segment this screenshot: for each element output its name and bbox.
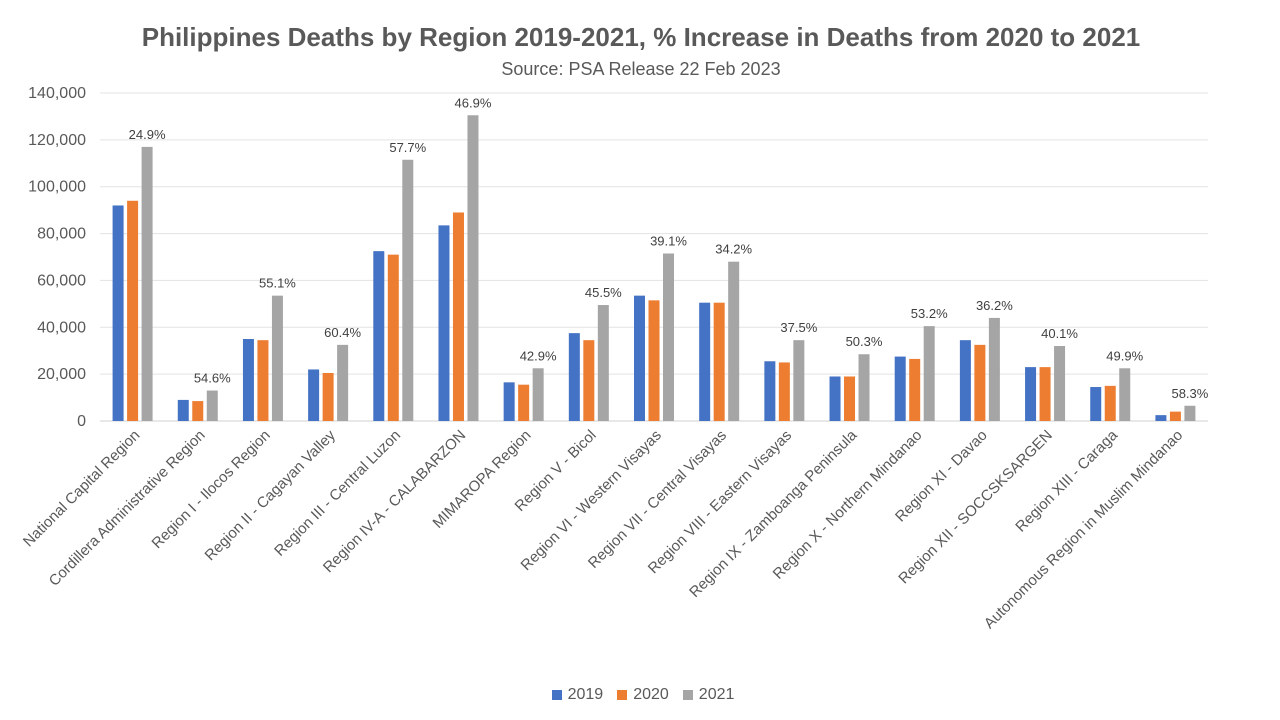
x-tick-label: Region VI - Western Visayas (518, 427, 665, 574)
bar-2020 (518, 384, 530, 421)
bar-2020 (192, 401, 204, 421)
legend-item-2021: 2021 (682, 686, 735, 704)
bar-2021 (988, 317, 1000, 421)
bar-2021 (206, 390, 218, 421)
bar-2020 (974, 344, 986, 421)
bar-2019 (568, 333, 580, 421)
bar-2019 (503, 382, 515, 421)
x-tick-label: Region I - Ilocos Region (149, 427, 274, 552)
x-tick-label: Region III - Central Luzon (271, 427, 404, 560)
bar-2020 (909, 358, 921, 421)
legend-swatch (682, 690, 693, 700)
data-label: 36.2% (976, 298, 1013, 313)
bar-2021 (923, 326, 935, 421)
legend: 2019 2020 2021 (0, 686, 1280, 704)
x-tick-label: Region II - Cagayan Valley (202, 426, 340, 564)
bar-2021 (728, 261, 740, 421)
bar-2020 (844, 376, 856, 421)
bar-2019 (764, 361, 776, 421)
y-tick-label: 100,000 (28, 179, 86, 196)
data-labels: 24.9% 54.6% 55.1% 60.4% 57.7% 46.9% 42.9% 45.5%… (129, 95, 1209, 401)
bar-2021 (793, 340, 805, 421)
y-tick-label: 0 (77, 413, 86, 430)
chart-subtitle: Source: PSA Release 22 Feb 2023 (501, 59, 781, 79)
bars (112, 115, 1196, 421)
data-label: 24.9% (129, 127, 166, 142)
y-tick-label: 140,000 (28, 85, 86, 102)
bar-2019 (959, 340, 971, 421)
data-label: 50.3% (846, 334, 883, 349)
legend-item-2020: 2020 (617, 686, 669, 704)
bar-2021 (597, 305, 609, 421)
bar-2020 (1169, 411, 1181, 421)
bar-2021 (467, 115, 479, 421)
data-label: 58.3% (1171, 386, 1208, 401)
chart-title: Philippines Deaths by Region 2019-2021, … (141, 22, 1141, 52)
legend-swatch (551, 690, 562, 700)
legend-item-2019: 2019 (551, 686, 604, 704)
bar-2020 (583, 340, 595, 421)
bar-2020 (713, 302, 725, 421)
bar-2019 (308, 369, 320, 421)
data-label: 45.5% (585, 285, 622, 300)
data-label: 60.4% (324, 325, 361, 340)
bar-2021 (1184, 405, 1196, 421)
legend-label: 2021 (698, 686, 735, 703)
bar-2020 (322, 372, 334, 421)
data-label: 34.2% (715, 242, 752, 257)
bar-2020 (1039, 367, 1051, 421)
bar-2019 (1090, 387, 1102, 421)
y-tick-label: 60,000 (37, 272, 86, 289)
bar-2021 (402, 159, 414, 421)
bar-2019 (1025, 367, 1037, 421)
bar-2019 (242, 339, 254, 421)
bar-2019 (1155, 415, 1167, 421)
data-label: 57.7% (389, 140, 426, 155)
data-label: 39.1% (650, 233, 687, 248)
data-label: 46.9% (455, 95, 492, 110)
y-tick-label: 80,000 (37, 226, 86, 243)
y-tick-label: 20,000 (37, 366, 86, 383)
bar-2020 (452, 212, 464, 421)
legend-swatch (617, 690, 628, 700)
bar-2021 (532, 368, 544, 421)
bar-2020 (648, 300, 660, 421)
data-label: 53.2% (911, 306, 948, 321)
x-tick-label: Region VII - Central Visayas (585, 427, 730, 572)
x-tick-label: National Capital Region (20, 427, 143, 550)
bar-2020 (257, 340, 269, 421)
bar-2019 (894, 356, 906, 421)
bar-2019 (829, 376, 841, 421)
bar-2019 (634, 295, 645, 421)
data-label: 37.5% (780, 320, 817, 335)
bar-2021 (1119, 368, 1131, 421)
bar-2020 (127, 200, 139, 421)
bar-2021 (663, 253, 674, 421)
bar-2021 (337, 344, 349, 421)
legend-label: 2020 (633, 686, 669, 703)
y-tick-label: 120,000 (28, 132, 86, 149)
bar-2021 (1054, 346, 1066, 421)
bar-2019 (112, 205, 124, 421)
data-label: 49.9% (1106, 348, 1143, 363)
bar-2021 (271, 295, 283, 421)
bar-2020 (1104, 385, 1116, 421)
bar-2019 (699, 302, 711, 421)
bar-2019 (438, 225, 450, 421)
bar-2021 (858, 354, 870, 421)
bar-2020 (387, 254, 399, 421)
data-label: 55.1% (259, 276, 296, 291)
bar-2021 (141, 146, 153, 421)
data-label: 42.9% (520, 348, 557, 363)
y-tick-label: 40,000 (37, 319, 86, 336)
data-label: 40.1% (1041, 326, 1078, 341)
data-label: 54.6% (194, 371, 231, 386)
bar-2019 (373, 251, 385, 421)
bar-2020 (778, 362, 790, 421)
y-axis-ticks: 0 20,000 40,000 60,000 80,000 100,000 120,000 1… (28, 85, 86, 430)
legend-label: 2019 (567, 686, 604, 703)
bar-2019 (177, 399, 189, 421)
